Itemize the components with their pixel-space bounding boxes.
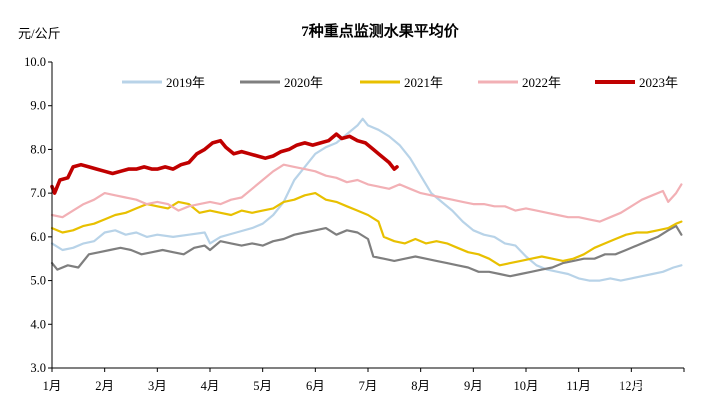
y-tick-label: 10.0 bbox=[24, 55, 46, 69]
y-tick-label: 6.0 bbox=[30, 230, 46, 244]
legend-label: 2020年 bbox=[284, 75, 323, 90]
legend-label: 2021年 bbox=[404, 75, 443, 90]
y-axis-unit-label: 元/公斤 bbox=[18, 26, 61, 41]
y-tick-label: 7.0 bbox=[30, 186, 46, 200]
x-tick-label: 11月 bbox=[566, 379, 591, 393]
watermark: 知乎 @Ph迪 bbox=[612, 378, 700, 396]
x-tick-label: 10月 bbox=[513, 379, 538, 393]
x-tick-label: 8月 bbox=[411, 379, 430, 393]
y-tick-label: 4.0 bbox=[30, 317, 46, 331]
axes-layer: 3.0 4.0 5.0 6.0 7.0 8.0 9.0 10.0 1月 2月 3月 4月 5月 6月 7月 8… bbox=[24, 55, 685, 393]
x-tick-label: 6月 bbox=[306, 379, 325, 393]
y-tick-label: 5.0 bbox=[30, 274, 46, 288]
x-tick-label: 7月 bbox=[359, 379, 378, 393]
series-layer bbox=[50, 117, 683, 282]
series-line-2023年 bbox=[50, 132, 399, 195]
legend-label: 2019年 bbox=[166, 75, 205, 90]
legend: 2019年 2020年 2021年 2022年 2023年 bbox=[122, 75, 678, 90]
legend-label: 2023年 bbox=[639, 75, 678, 90]
y-tick-label: 3.0 bbox=[30, 361, 46, 375]
y-tick-label: 9.0 bbox=[30, 99, 46, 113]
series-line-2019年 bbox=[50, 117, 683, 282]
chart-title: 7种重点监测水果平均价 bbox=[301, 22, 460, 40]
x-tick-label: 3月 bbox=[148, 379, 167, 393]
x-tick-label: 4月 bbox=[201, 379, 220, 393]
x-tick-label: 1月 bbox=[43, 379, 62, 393]
x-tick-label: 2月 bbox=[95, 379, 114, 393]
series-line-2022年 bbox=[50, 163, 683, 223]
x-tick-label: 5月 bbox=[253, 379, 272, 393]
series-line-2020年 bbox=[50, 224, 683, 278]
series-line-2021年 bbox=[50, 192, 683, 267]
y-tick-label: 8.0 bbox=[30, 142, 46, 156]
legend-label: 2022年 bbox=[522, 75, 561, 90]
x-tick-label: 9月 bbox=[464, 379, 483, 393]
x-tick-label: 12月 bbox=[619, 379, 644, 393]
